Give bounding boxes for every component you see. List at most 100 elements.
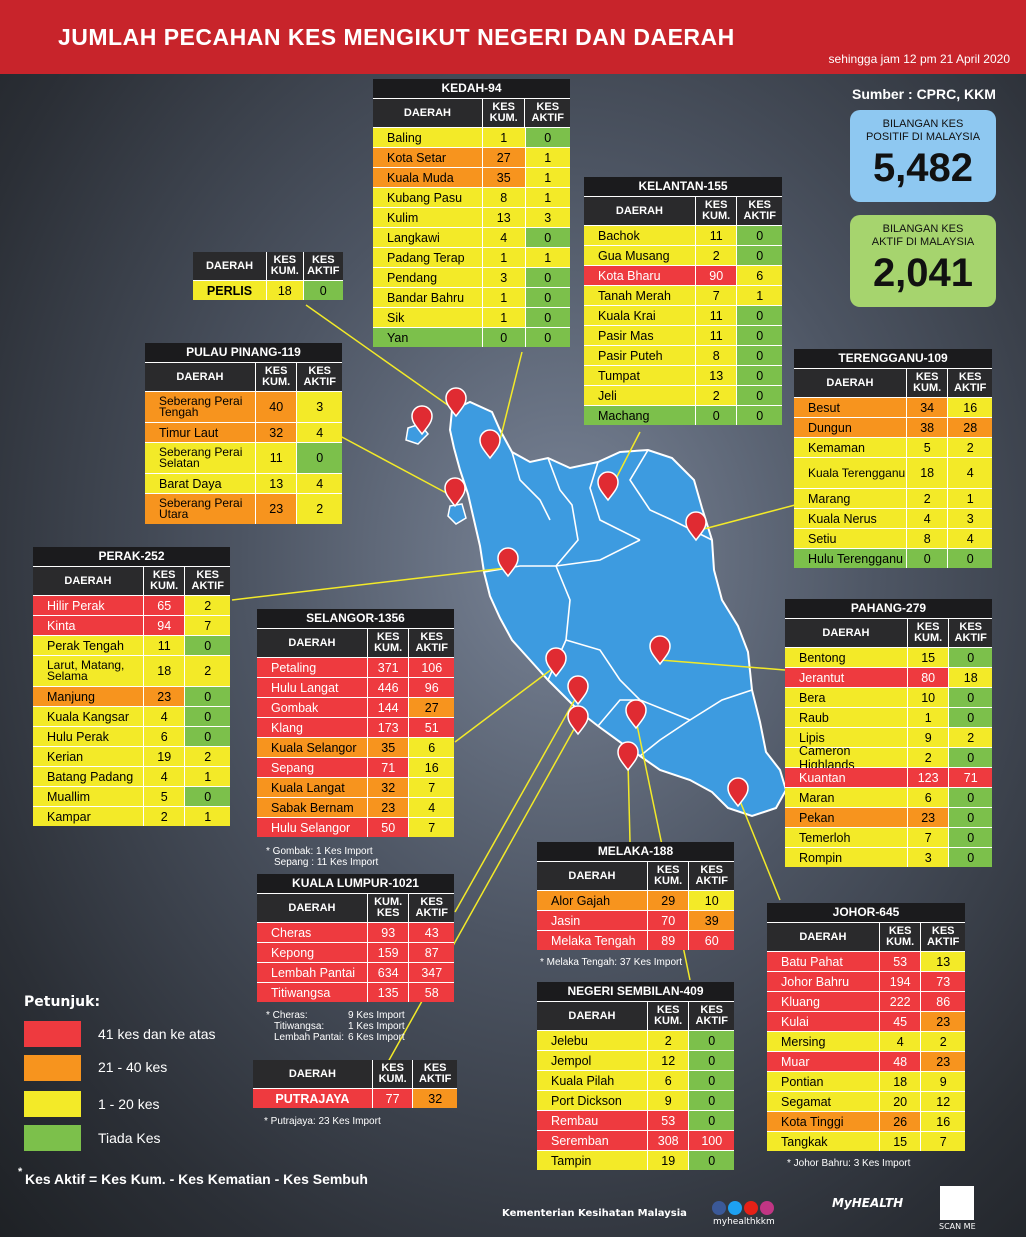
- qr-code-icon[interactable]: [940, 1186, 974, 1220]
- location-pins: [411, 387, 749, 808]
- instagram-icon[interactable]: [760, 1201, 774, 1215]
- header-kum-line2: KUM.: [374, 642, 403, 654]
- district-name: Johor Bahru: [767, 972, 880, 991]
- district-name: Cheras: [257, 923, 368, 942]
- active-cases: 0: [689, 1151, 734, 1170]
- selangor-notes: * Gombak: 1 Kes Import Sepang : 11 Kes I…: [266, 846, 378, 868]
- active-cases: 2: [185, 656, 230, 686]
- district-name: Titiwangsa: [257, 983, 368, 1002]
- cumulative-cases: 18: [906, 458, 949, 488]
- table-row: Seberang Perai Utara 23 2: [145, 493, 342, 524]
- cumulative-cases: 308: [647, 1131, 690, 1150]
- youtube-icon[interactable]: [744, 1201, 758, 1215]
- cumulative-cases: 23: [255, 494, 298, 524]
- header-kum-line1: KES: [916, 621, 940, 633]
- active-cases: 1: [185, 807, 230, 826]
- kl-note-name-2: Titiwangsa:: [274, 1021, 325, 1032]
- district-name: Kota Bharu: [584, 266, 696, 285]
- header-kes-aktif: KES AKTIF: [947, 369, 992, 397]
- header-aktif-line2: AKTIF: [415, 907, 448, 919]
- district-name: Kuala Muda: [373, 168, 483, 187]
- table-row: Tangkak 15 7: [767, 1131, 965, 1151]
- table-row: Barat Daya 13 4: [145, 473, 342, 493]
- header-kes-aktif: KES AKTIF: [412, 1060, 457, 1088]
- header-kum-line2: KUM.: [270, 265, 299, 277]
- cumulative-cases: 2: [143, 807, 186, 826]
- active-cases: 0: [949, 808, 992, 827]
- active-cases: 0: [525, 308, 571, 327]
- district-name: Lipis: [785, 728, 908, 747]
- table-row: Kota Bharu 90 6: [584, 265, 782, 285]
- table-row: Perak Tengah 11 0: [33, 635, 230, 655]
- facebook-icon[interactable]: [712, 1201, 726, 1215]
- district-name: PUTRAJAYA: [253, 1089, 373, 1108]
- district-name: Kepong: [257, 943, 368, 962]
- kl-note-val-2: 1 Kes Import: [348, 1021, 405, 1032]
- cumulative-cases: 11: [143, 636, 186, 655]
- cumulative-cases: 77: [372, 1089, 414, 1108]
- positive-label-2: POSITIF DI MALAYSIA: [865, 131, 981, 143]
- district-name: Dungun: [794, 418, 907, 437]
- active-cases: 100: [689, 1131, 734, 1150]
- district-name: Kampar: [33, 807, 144, 826]
- table-row: Kuala Terengganu 18 4: [794, 457, 992, 488]
- header-kes-aktif: KES AKTIF: [948, 619, 992, 647]
- cumulative-cases: 6: [907, 788, 950, 807]
- header-kes-kum: KES KUM.: [254, 363, 297, 391]
- district-name: Rompin: [785, 848, 908, 867]
- table-title: KELANTAN-155: [584, 177, 782, 197]
- pin-penang: [444, 477, 466, 508]
- district-name: Seberang Perai Selatan: [145, 443, 256, 473]
- active-cases: 3: [948, 509, 992, 528]
- table-row: Bandar Bahru 1 0: [373, 287, 571, 307]
- pin-langkawi: [411, 405, 433, 436]
- district-name: Melaka Tengah: [537, 931, 648, 950]
- header-kum-line2: KUM.: [489, 112, 518, 124]
- active-cases: 0: [737, 366, 782, 385]
- header-kum-line1: KES: [381, 1062, 404, 1074]
- kl-note-name-1: * Cheras:: [266, 1010, 308, 1021]
- active-cases: 0: [737, 246, 782, 265]
- cumulative-cases: 15: [879, 1132, 922, 1151]
- table-header: DAERAH KES KUM. KES AKTIF: [193, 252, 343, 280]
- header-aktif-line1: KES: [423, 1062, 447, 1074]
- cumulative-cases: 0: [695, 406, 738, 425]
- pin-pahang: [649, 635, 671, 666]
- ministry-label: Kementerian Kesihatan Malaysia: [502, 1208, 687, 1219]
- active-cases: 1: [525, 168, 571, 187]
- table-row: PERLIS 18 0: [193, 280, 343, 300]
- cumulative-cases: 0: [906, 549, 949, 568]
- district-name: Kuala Nerus: [794, 509, 907, 528]
- table-row: Lembah Pantai 634 347: [257, 962, 454, 982]
- table-perlis: DAERAH KES KUM. KES AKTIF PERLIS 18 0: [193, 252, 343, 300]
- table-row: Kuala Krai 11 0: [584, 305, 782, 325]
- header-kum-line1: KES: [264, 365, 288, 377]
- header-kes-aktif: KES AKTIF: [688, 1002, 734, 1030]
- cumulative-cases: 23: [367, 798, 410, 817]
- header-daerah: DAERAH: [615, 204, 663, 217]
- table-row: Bachok 11 0: [584, 225, 782, 245]
- header-daerah: DAERAH: [288, 1067, 336, 1080]
- twitter-icon[interactable]: [728, 1201, 742, 1215]
- table-row: Hilir Perak 65 2: [33, 595, 230, 615]
- header-kes-aktif: KES AKTIF: [736, 197, 782, 225]
- header-aktif-line2: AKTIF: [303, 376, 336, 388]
- table-row: Baling 1 0: [373, 127, 571, 147]
- header-kum-line1: KES: [888, 925, 912, 937]
- cumulative-cases: 80: [907, 668, 950, 687]
- table-row: Batang Padang 4 1: [33, 766, 230, 786]
- table-johor: JOHOR-645 DAERAH KES KUM. KES AKTIF Batu P…: [767, 903, 965, 1151]
- active-cases: 4: [948, 529, 992, 548]
- header-kum-line2: KUM.: [886, 936, 915, 948]
- cumulative-cases: 65: [143, 596, 186, 615]
- table-row: Kemaman 5 2: [794, 437, 992, 457]
- header-kes-aktif: KES AKTIF: [302, 252, 343, 280]
- cumulative-cases: 53: [879, 952, 922, 971]
- active-cases: 4: [297, 423, 342, 442]
- active-cases-box: BILANGAN KES AKTIF DI MALAYSIA 2,041: [850, 215, 996, 307]
- header-kes-kum: KES KUM.: [366, 629, 409, 657]
- header-kes-kum: KES KUM.: [646, 1002, 689, 1030]
- district-name: Kinta: [33, 616, 144, 635]
- district-name: Jelebu: [537, 1031, 648, 1050]
- district-name: Kulim: [373, 208, 483, 227]
